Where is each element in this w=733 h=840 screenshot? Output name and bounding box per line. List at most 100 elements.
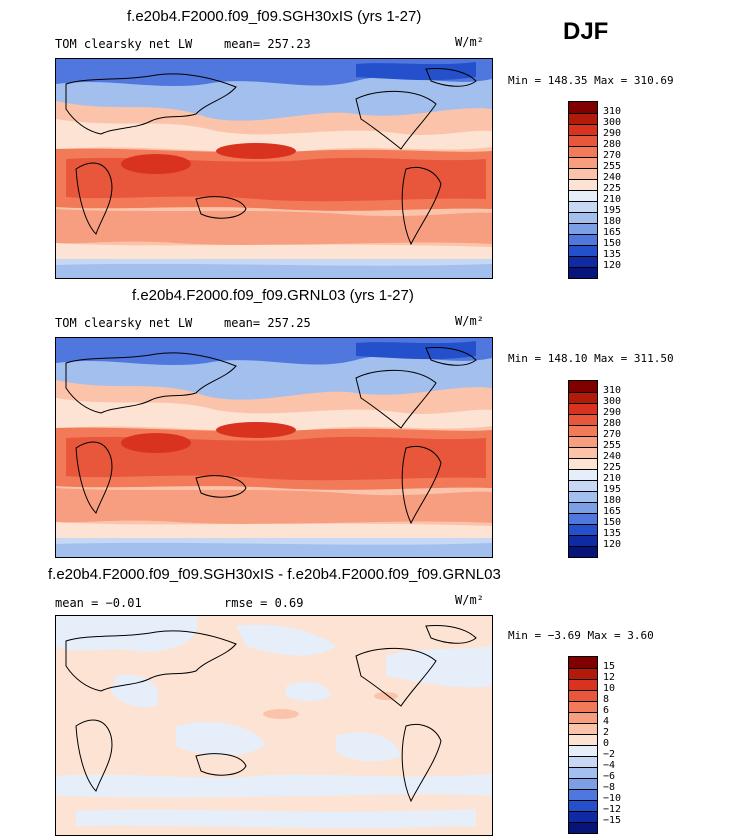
colorbar-swatch [569,734,597,745]
colorbar-swatch [569,256,597,267]
colorbar-swatch [569,168,597,179]
colorbar-swatch [569,447,597,458]
colorbar-label: 210 [603,194,622,205]
colorbar-label: 310 [603,106,622,117]
colorbar-label: 150 [603,238,622,249]
colorbar-label: −2 [603,749,616,760]
colorbar-label: 310 [603,385,622,396]
panel-3-units: W/m² [455,593,484,607]
colorbar-swatch [569,223,597,234]
colorbar-label: 180 [603,495,622,506]
colorbar-label: 270 [603,150,622,161]
colorbar-swatch [569,701,597,712]
colorbar-swatch [569,546,597,557]
colorbar-label: 195 [603,205,622,216]
colorbar-label: 300 [603,117,622,128]
colorbar-label: 120 [603,539,622,550]
panel-2-map [55,337,493,558]
colorbar-swatch [569,124,597,135]
panel-3-minmax: Min = −3.69 Max = 3.60 [508,629,654,642]
colorbar-label: 10 [603,683,616,694]
panel-1-map [55,58,493,279]
colorbar-label: 270 [603,429,622,440]
colorbar-label: 2 [603,727,610,738]
colorbar-label: 255 [603,440,622,451]
colorbar-swatch [569,102,597,113]
colorbar-swatch [569,190,597,201]
colorbar-label: −12 [603,804,622,815]
colorbar-swatch [569,668,597,679]
colorbar-label: 4 [603,716,610,727]
colorbar-label: 12 [603,672,616,683]
colorbar-swatch [569,234,597,245]
panel-2-colorbar [568,380,598,558]
colorbar-label: 15 [603,661,616,672]
colorbar-swatch [569,414,597,425]
panel-2-minmax: Min = 148.10 Max = 311.50 [508,352,674,365]
colorbar-swatch [569,491,597,502]
colorbar-label: 210 [603,473,622,484]
colorbar-label: 165 [603,506,622,517]
panel-1-colorbar [568,101,598,279]
colorbar-label: 255 [603,161,622,172]
colorbar-label: 6 [603,705,610,716]
panel-3-colorbar [568,656,598,834]
colorbar-label: 0 [603,738,610,749]
colorbar-swatch [569,179,597,190]
colorbar-label: 240 [603,172,622,183]
colorbar-label: −4 [603,760,616,771]
colorbar-label: 300 [603,396,622,407]
colorbar-label: −8 [603,782,616,793]
colorbar-swatch [569,201,597,212]
colorbar-swatch [569,524,597,535]
colorbar-swatch [569,381,597,392]
panel-1-mean: mean= 257.23 [224,37,311,51]
colorbar-swatch [569,113,597,124]
colorbar-swatch [569,392,597,403]
colorbar-label: 225 [603,462,622,473]
colorbar-swatch [569,723,597,734]
panel-3-title: f.e20b4.F2000.f09_f09.SGH30xIS - f.e20b4… [48,566,501,583]
panel-2-mean: mean= 257.25 [224,316,311,330]
panel-3-rmse: rmse = 0.69 [224,596,304,610]
colorbar-label: 290 [603,407,622,418]
colorbar-swatch [569,513,597,524]
colorbar-label: 180 [603,216,622,227]
colorbar-swatch [569,767,597,778]
colorbar-swatch [569,789,597,800]
colorbar-swatch [569,712,597,723]
panel-2-variable-label: TOM clearsky net LW [55,316,193,330]
colorbar-swatch [569,690,597,701]
colorbar-swatch [569,778,597,789]
colorbar-swatch [569,657,597,668]
colorbar-label: −10 [603,793,622,804]
colorbar-swatch [569,535,597,546]
colorbar-swatch [569,502,597,513]
colorbar-label: 280 [603,139,622,150]
season-label: DJF [563,18,609,45]
colorbar-label: 120 [603,260,622,271]
colorbar-swatch [569,212,597,223]
colorbar-swatch [569,822,597,833]
colorbar-swatch [569,458,597,469]
colorbar-label: 240 [603,451,622,462]
colorbar-swatch [569,267,597,278]
colorbar-label: −6 [603,771,616,782]
colorbar-swatch [569,146,597,157]
colorbar-label: 8 [603,694,610,705]
colorbar-label: 225 [603,183,622,194]
panel-2-units: W/m² [455,314,484,328]
panel-2-title: f.e20b4.F2000.f09_f09.GRNL03 (yrs 1-27) [132,287,414,304]
colorbar-swatch [569,425,597,436]
colorbar-swatch [569,135,597,146]
colorbar-label: 165 [603,227,622,238]
panel-3-map [55,615,493,836]
colorbar-label: 150 [603,517,622,528]
panel-1-minmax: Min = 148.35 Max = 310.69 [508,74,674,87]
colorbar-label: 290 [603,128,622,139]
panel-1-title: f.e20b4.F2000.f09_f09.SGH30xIS (yrs 1-27… [127,8,422,25]
panel-3-mean: mean = −0.01 [55,596,142,610]
colorbar-swatch [569,756,597,767]
panel-1-units: W/m² [455,35,484,49]
colorbar-label: 280 [603,418,622,429]
